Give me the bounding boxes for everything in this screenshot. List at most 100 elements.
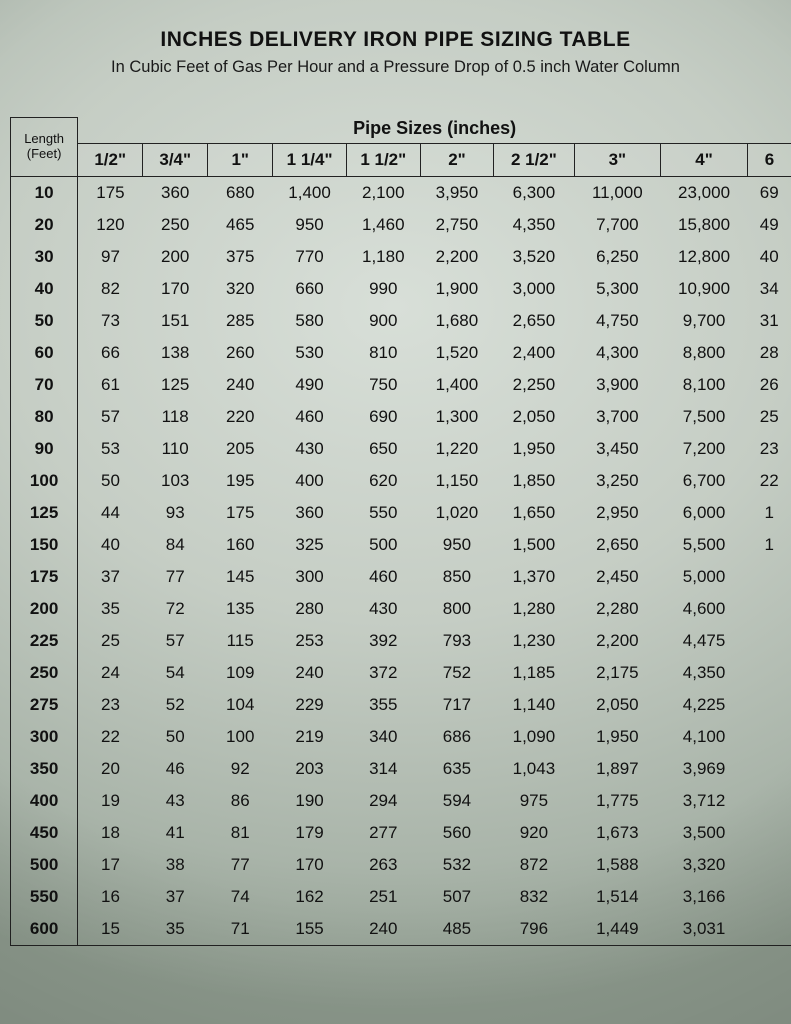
value-cell [747,817,791,849]
col-header: 2 1/2" [494,143,574,176]
value-cell: 686 [420,721,494,753]
value-cell: 20 [78,753,143,785]
table-row: 101753606801,4002,1003,9506,30011,00023,… [11,176,791,209]
value-cell: 49 [747,209,791,241]
value-cell: 43 [143,785,208,817]
value-cell [747,849,791,881]
length-cell: 200 [11,593,78,625]
value-cell: 195 [208,465,273,497]
value-cell: 81 [208,817,273,849]
value-cell: 680 [208,176,273,209]
value-cell: 24 [78,657,143,689]
length-cell: 150 [11,529,78,561]
value-cell: 872 [494,849,574,881]
table-row: 30972003757701,1802,2003,5206,25012,8004… [11,241,791,273]
value-cell: 1,850 [494,465,574,497]
table-row: 4501841811792775609201,6733,500 [11,817,791,849]
value-cell: 660 [273,273,347,305]
value-cell: 3,900 [574,369,661,401]
value-cell: 294 [346,785,420,817]
value-cell: 138 [143,337,208,369]
page-title: INCHES DELIVERY IRON PIPE SIZING TABLE [0,28,791,52]
value-cell: 35 [143,913,208,946]
value-cell: 550 [346,497,420,529]
value-cell [747,785,791,817]
length-cell: 225 [11,625,78,657]
value-cell: 44 [78,497,143,529]
table-row: 22525571152533927931,2302,2004,475 [11,625,791,657]
value-cell [747,913,791,946]
value-cell: 360 [143,176,208,209]
value-cell: 320 [208,273,273,305]
value-cell: 690 [346,401,420,433]
value-cell: 22 [78,721,143,753]
value-cell: 490 [273,369,347,401]
value-cell: 175 [208,497,273,529]
length-cell: 40 [11,273,78,305]
value-cell: 40 [78,529,143,561]
value-cell: 1,680 [420,305,494,337]
length-cell: 20 [11,209,78,241]
table-row: 4001943861902945949751,7753,712 [11,785,791,817]
value-cell: 4,100 [661,721,748,753]
value-cell: 500 [346,529,420,561]
value-cell: 263 [346,849,420,881]
value-cell: 752 [420,657,494,689]
value-cell: 360 [273,497,347,529]
value-cell: 203 [273,753,347,785]
value-cell: 1,020 [420,497,494,529]
value-cell: 162 [273,881,347,913]
value-cell: 3,712 [661,785,748,817]
value-cell: 3,500 [661,817,748,849]
value-cell: 325 [273,529,347,561]
value-cell: 300 [273,561,347,593]
value-cell [747,625,791,657]
value-cell: 190 [273,785,347,817]
value-cell: 375 [208,241,273,273]
length-cell: 60 [11,337,78,369]
value-cell: 5,000 [661,561,748,593]
value-cell: 460 [346,561,420,593]
value-cell: 1,500 [494,529,574,561]
col-header: 1 1/2" [346,143,420,176]
value-cell: 1,140 [494,689,574,721]
value-cell: 485 [420,913,494,946]
value-cell: 1 [747,497,791,529]
value-cell: 219 [273,721,347,753]
value-cell: 920 [494,817,574,849]
value-cell: 560 [420,817,494,849]
value-cell: 155 [273,913,347,946]
value-cell: 15 [78,913,143,946]
value-cell: 1,950 [494,433,574,465]
value-cell: 2,050 [494,401,574,433]
length-cell: 90 [11,433,78,465]
length-cell: 50 [11,305,78,337]
value-cell: 25 [747,401,791,433]
value-cell: 7,500 [661,401,748,433]
value-cell: 277 [346,817,420,849]
value-cell: 4,300 [574,337,661,369]
value-cell: 1,280 [494,593,574,625]
value-cell: 2,200 [574,625,661,657]
value-cell: 260 [208,337,273,369]
value-cell: 46 [143,753,208,785]
value-cell: 770 [273,241,347,273]
value-cell: 74 [208,881,273,913]
value-cell: 3,320 [661,849,748,881]
value-cell: 532 [420,849,494,881]
value-cell: 151 [143,305,208,337]
value-cell: 18 [78,817,143,849]
value-cell: 507 [420,881,494,913]
length-cell: 550 [11,881,78,913]
length-cell: 450 [11,817,78,849]
value-cell: 1,449 [574,913,661,946]
value-cell: 120 [78,209,143,241]
value-cell: 1,514 [574,881,661,913]
length-cell: 175 [11,561,78,593]
value-cell: 372 [346,657,420,689]
table-row: 30022501002193406861,0901,9504,100 [11,721,791,753]
value-cell: 950 [420,529,494,561]
value-cell: 251 [346,881,420,913]
value-cell: 793 [420,625,494,657]
value-cell: 400 [273,465,347,497]
